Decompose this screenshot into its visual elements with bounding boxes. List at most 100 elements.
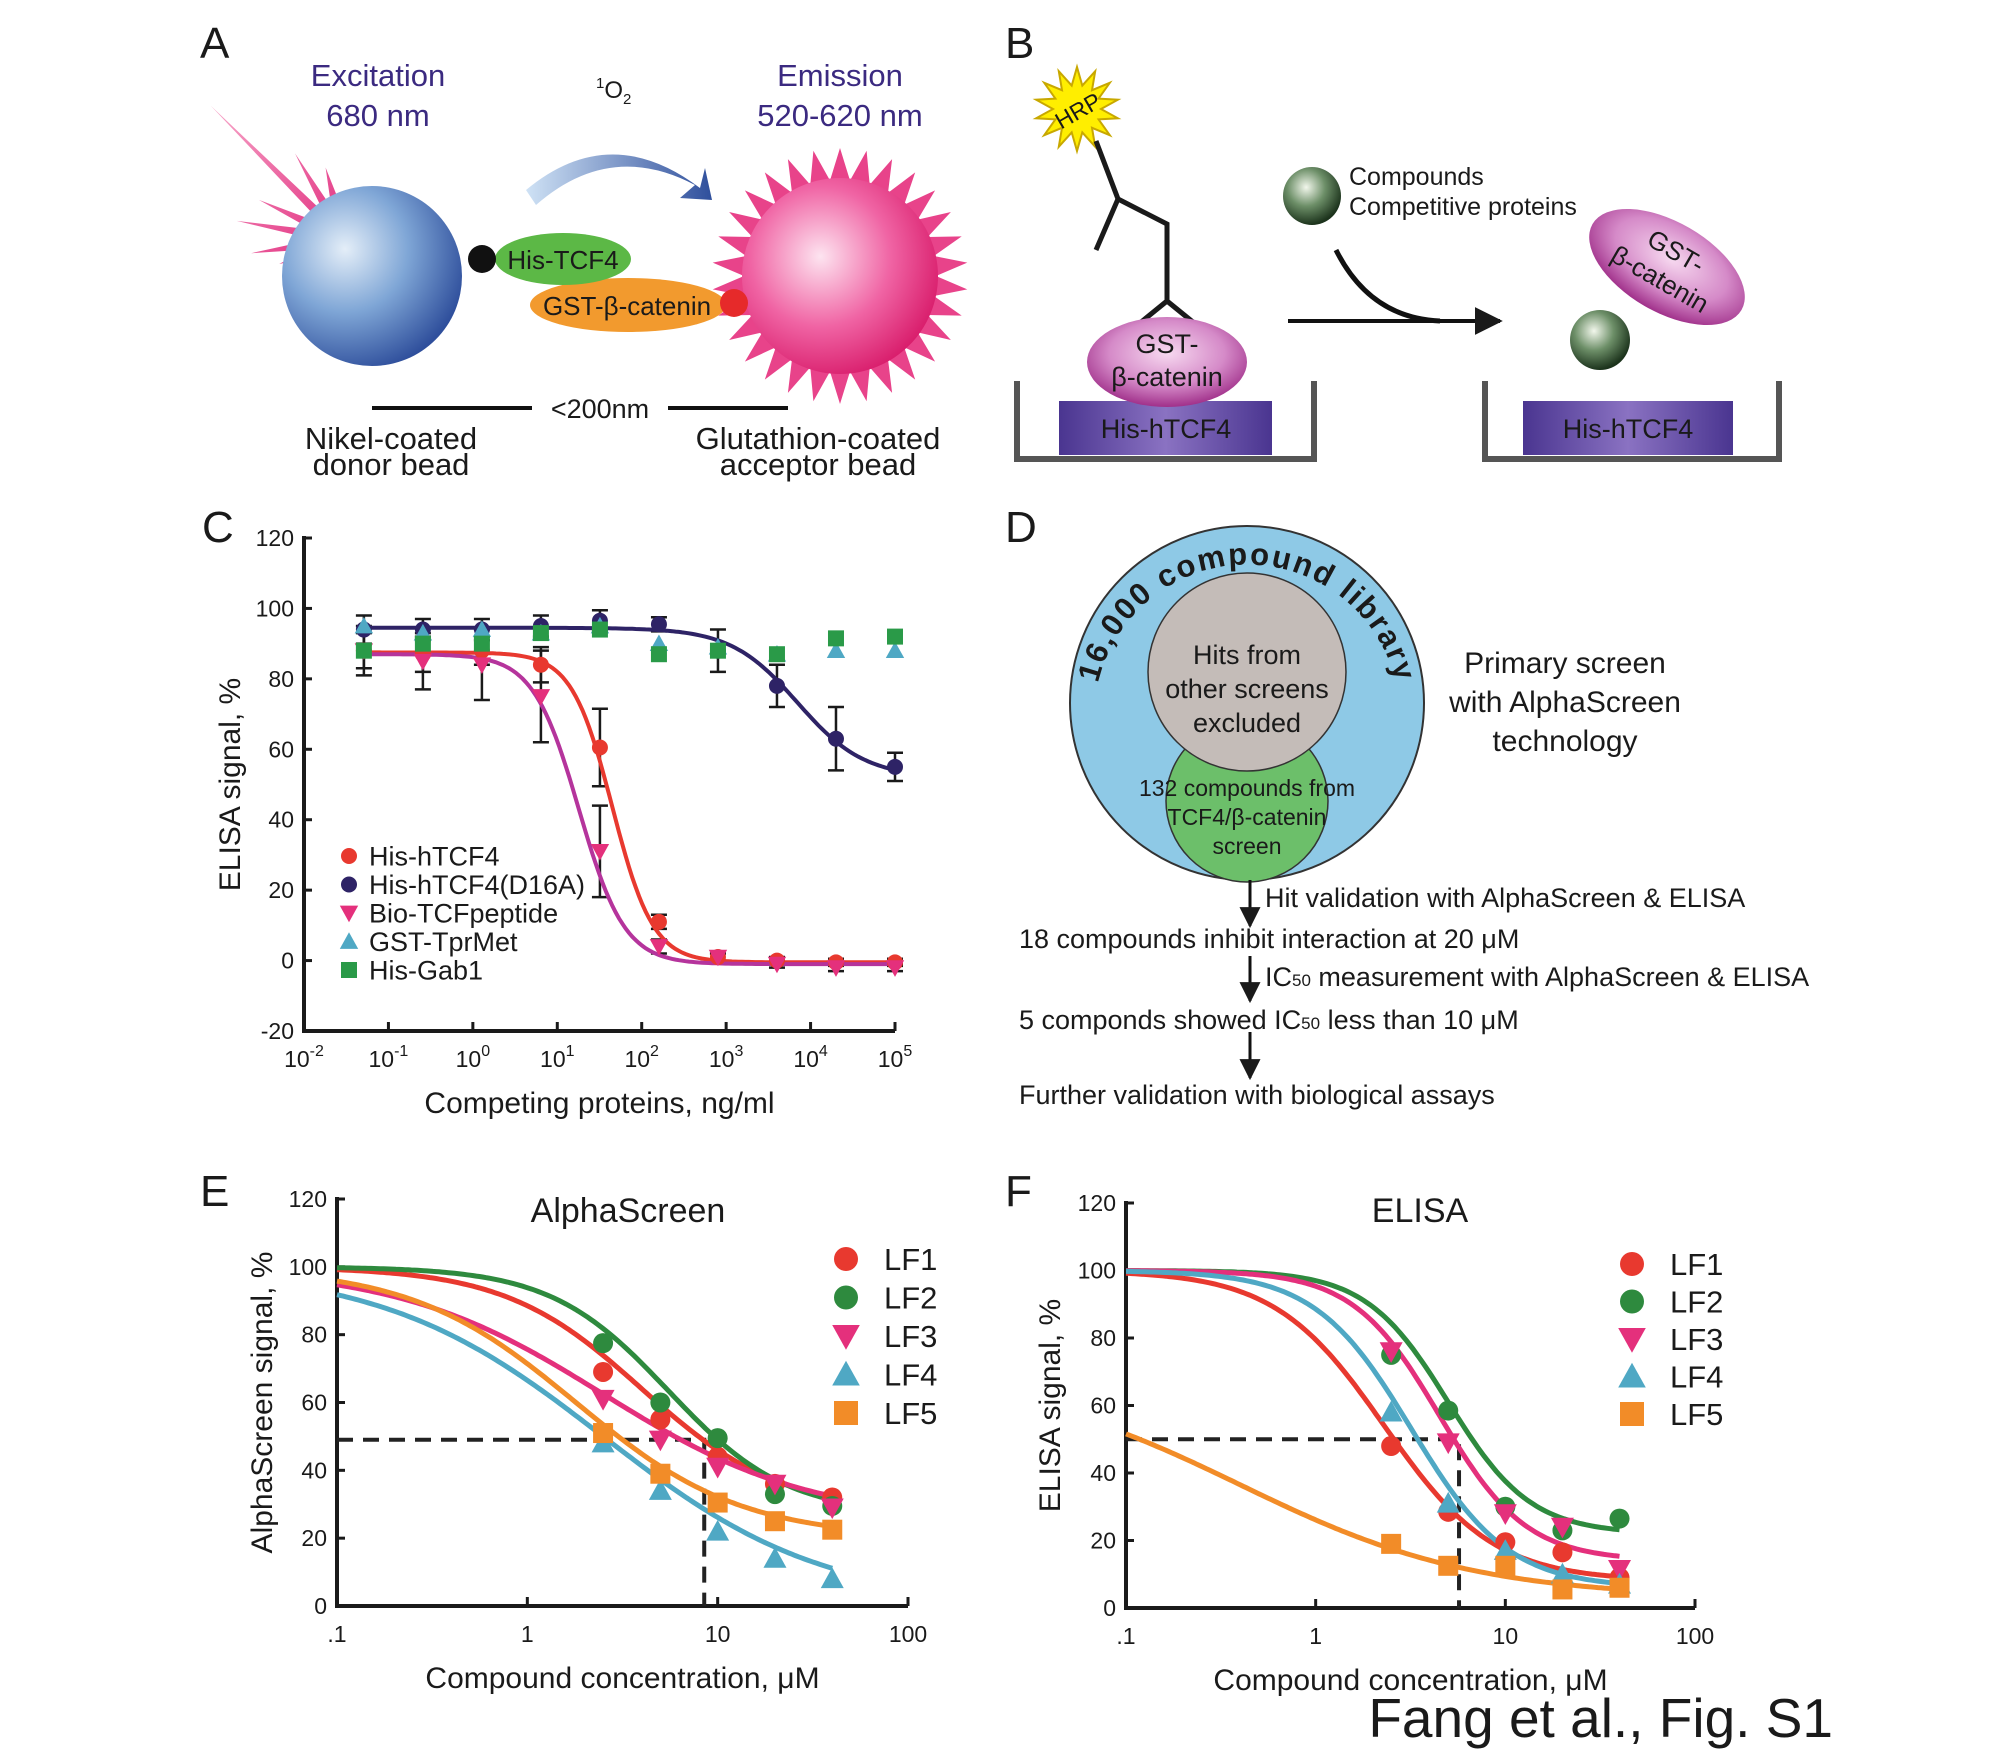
excitation-label: Excitation (311, 58, 445, 93)
chart-e: 0 20 40 60 80 100 120 .1 1 10 100 AlphaScreen Compou… (246, 1186, 937, 1695)
x-tick-label: .1 (1116, 1623, 1135, 1649)
tick-exponent: 2 (650, 1043, 659, 1060)
data-point-lf5 (1438, 1555, 1459, 1576)
x-tick-label: 1 (1309, 1623, 1322, 1649)
x-tick-label: 102 (624, 1043, 659, 1072)
tick-base: 10 (709, 1046, 735, 1072)
data-point-bio-tcfpeptide (531, 689, 551, 706)
data-point-gst-tprmet (354, 616, 374, 634)
y-tick-label: 120 (1078, 1190, 1116, 1216)
tick-base: 10 (540, 1046, 566, 1072)
compound-sphere-icon (1283, 167, 1341, 225)
hrp-star-icon (1032, 63, 1122, 155)
legend-label: LF4 (1670, 1360, 1723, 1395)
his-htcf4-label-left: His-hTCF4 (1101, 414, 1232, 444)
y-tick-label: 40 (268, 807, 294, 833)
singlet-oxygen-label: 1O2 (596, 75, 631, 108)
legend-marker (832, 1324, 860, 1350)
bound-compound-sphere-icon (1570, 310, 1630, 370)
x-tick-label: 10 (1493, 1623, 1519, 1649)
x-axis-label: Compound concentration, μM (1213, 1664, 1607, 1697)
data-point-his-htcf4-d16a- (650, 616, 667, 633)
data-point-gst-tprmet (826, 641, 846, 659)
data-point-lf1 (1552, 1542, 1573, 1563)
data-point-lf1 (650, 1409, 671, 1430)
data-point-gst-tprmet (885, 641, 905, 659)
figure-caption: Fang et al., Fig. S1 (1368, 1687, 1833, 1749)
data-point-his-gab1 (591, 621, 608, 638)
legend-marker (1620, 1252, 1644, 1276)
legend-label: LF4 (884, 1358, 937, 1393)
tick-exponent: 4 (819, 1043, 828, 1060)
data-point-lf3 (648, 1430, 672, 1452)
ic50-reference-line (1126, 1437, 1462, 1608)
data-point-bio-tcfpeptide (413, 653, 433, 671)
tick-exponent: 1 (566, 1043, 575, 1060)
fit-curve-lf4 (1126, 1268, 1620, 1586)
data-point-lf3 (1550, 1517, 1574, 1539)
data-point-lf4 (1550, 1562, 1574, 1584)
emission-label: Emission (777, 58, 903, 93)
legend-label: LF1 (884, 1242, 937, 1277)
x-tick-label: 100 (1676, 1623, 1714, 1649)
screen-line3: screen (1212, 833, 1281, 859)
data-point-bio-tcfpeptide (649, 939, 669, 956)
y-tick-label: 80 (268, 666, 294, 692)
fit-curve-lf1 (1125, 1270, 1620, 1580)
well-right (1482, 381, 1782, 462)
y-tick-label: 80 (301, 1322, 327, 1348)
y-tick-label: 0 (281, 948, 294, 974)
tick-exponent: 3 (734, 1043, 743, 1060)
y-tick-label: 80 (1090, 1325, 1116, 1351)
y-tick-label: 100 (289, 1254, 327, 1280)
legend-marker (1620, 1402, 1644, 1426)
chart-title: AlphaScreen (531, 1192, 726, 1230)
y-axis-label: AlphaScreen signal, % (246, 1252, 279, 1554)
his-htcf4-block-left (1059, 401, 1272, 455)
ic50-reference-line (337, 1437, 707, 1606)
data-point-lf2 (707, 1428, 728, 1449)
x-tick-label: 10 (705, 1621, 731, 1647)
y-tick-label: 20 (268, 877, 294, 903)
data-point-lf2 (1438, 1400, 1459, 1421)
excitation-wavelength: 680 nm (326, 98, 429, 133)
glutathione-linker (720, 289, 748, 317)
y-tick-label: 100 (256, 595, 294, 621)
free-gst-catenin: GST- β-catenin (1589, 208, 1745, 326)
legend-marker (341, 962, 357, 978)
primary-line2: with AlphaScreen (1448, 686, 1681, 719)
data-point-bio-tcfpeptide (590, 844, 610, 861)
data-point-lf3 (763, 1474, 787, 1496)
data-point-bio-tcfpeptide (708, 949, 728, 967)
legend-marker (1618, 1362, 1646, 1388)
x-tick-label: 100 (456, 1043, 491, 1072)
x-tick-label: 101 (540, 1043, 575, 1072)
data-point-lf3 (1493, 1504, 1517, 1525)
legend-label: LF3 (1670, 1322, 1723, 1357)
competitive-proteins-label: Competitive proteins (1349, 193, 1577, 221)
legend-label: His-Gab1 (369, 956, 483, 986)
data-point-lf5 (1609, 1577, 1630, 1598)
panel-label-d: D (1005, 503, 1037, 552)
fit-curve-lf5 (336, 1278, 833, 1529)
tick-base: 10 (878, 1046, 904, 1072)
data-point-his-gab1 (827, 630, 844, 647)
energy-transfer-arrow (526, 154, 712, 205)
y-axis-label: ELISA signal, % (1034, 1299, 1067, 1512)
emission-wavelength: 520-620 nm (757, 98, 922, 133)
data-point-lf2 (650, 1392, 671, 1413)
x-tick-label: 103 (709, 1043, 744, 1072)
legend-marker (341, 848, 357, 864)
legend-marker (834, 1285, 858, 1310)
legend-marker (1618, 1327, 1646, 1353)
fit-curve-lf5 (1125, 1431, 1620, 1592)
hits-line2: other screens (1165, 674, 1329, 704)
data-point-lf5 (1552, 1579, 1573, 1600)
data-point-lf5 (822, 1519, 843, 1540)
y-tick-label: 0 (314, 1593, 327, 1619)
screen-line1: 132 compounds from (1139, 775, 1355, 801)
data-point-his-htcf4 (532, 656, 549, 673)
gst-catenin-bound-line2: β-catenin (1111, 362, 1223, 392)
result-5-compounds: 5 componds showed IC50 less than 10 μM (1019, 1005, 1519, 1035)
